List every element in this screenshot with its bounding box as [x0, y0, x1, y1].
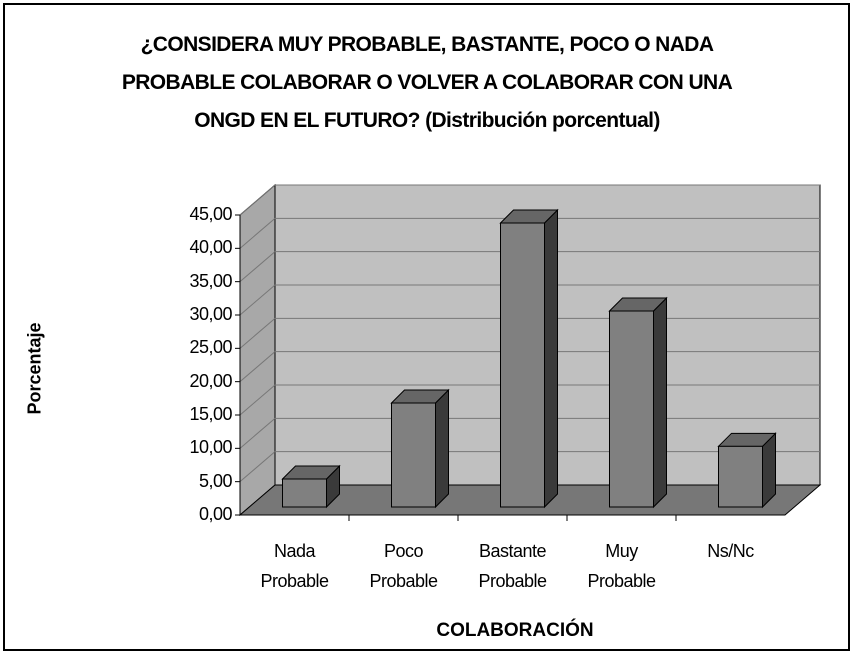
- y-tick-label: 25,00: [189, 337, 232, 358]
- grid-line: [239, 351, 276, 383]
- side-wall: [239, 183, 276, 517]
- bar: [391, 402, 436, 508]
- bar-side: [544, 208, 558, 509]
- x-tick-label: Nada Probable: [260, 541, 329, 591]
- grid-line: [239, 317, 276, 349]
- grid-line: [239, 184, 276, 216]
- grid-line: [239, 284, 276, 316]
- bar: [609, 310, 654, 508]
- y-tick-label: 45,00: [189, 204, 232, 224]
- x-tick-label: Bastante Probable: [478, 541, 547, 591]
- y-tick-label: 0,00: [198, 504, 233, 524]
- y-tick-label: 15,00: [189, 404, 232, 424]
- y-tick-label: 10,00: [189, 437, 232, 458]
- bar-side: [435, 388, 449, 509]
- grid-line: [239, 451, 276, 483]
- x-tick-label: Muy Probable: [587, 541, 656, 591]
- grid-line: [239, 384, 276, 416]
- y-axis-label: Porcentaje: [24, 322, 45, 415]
- x-tick-label: Ns/Nc: [707, 541, 754, 561]
- y-tick-label: 20,00: [189, 370, 232, 391]
- grid-line: [239, 417, 276, 449]
- x-tick-label: Poco Probable: [369, 541, 438, 591]
- grid-line: [239, 217, 276, 249]
- y-tick-label: 40,00: [189, 237, 232, 258]
- bar: [500, 222, 545, 508]
- bar: [282, 478, 327, 508]
- frame: [3, 3, 850, 651]
- y-tick-label: 30,00: [189, 304, 232, 324]
- bar-side: [653, 296, 667, 509]
- bar: [718, 445, 763, 508]
- chart-title: ¿CONSIDERA MUY PROBABLE, BASTANTE, POCO …: [121, 33, 733, 132]
- grid-line: [239, 251, 276, 283]
- y-tick-label: 35,00: [189, 270, 232, 291]
- x-axis-label: COLABORACIÓN: [436, 620, 594, 641]
- y-tick-label: 5,00: [198, 470, 233, 491]
